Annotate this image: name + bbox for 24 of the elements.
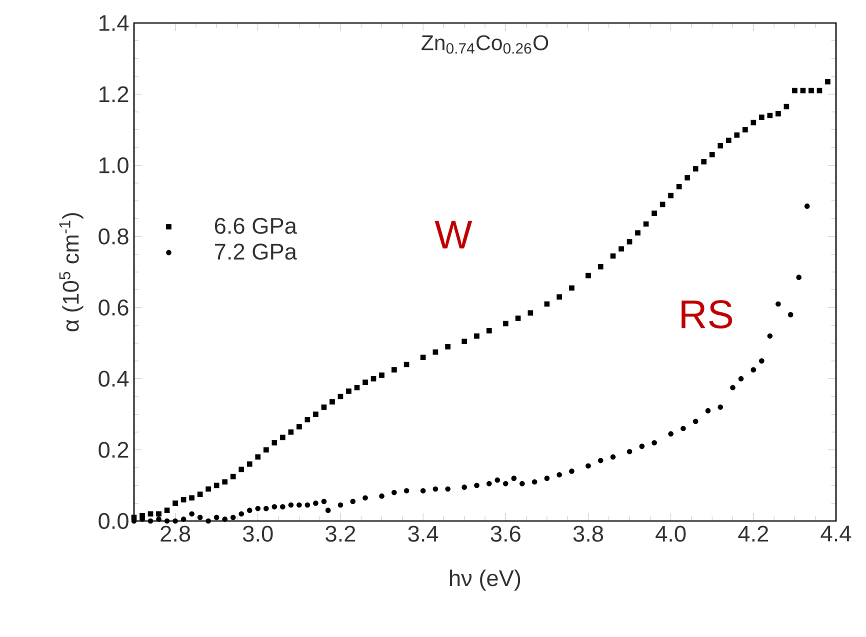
y-tick-label: 0.8 [98,228,128,244]
x-tick-label: 4.4 [820,526,852,542]
x-tick-label: 2.8 [160,526,190,542]
annotation: W [434,220,472,248]
x-tick-label: 4.2 [738,526,768,542]
y-tick-label: 0.6 [98,300,128,316]
x-tick-label: 3.2 [326,526,356,542]
y-tick-label: 1.4 [100,15,129,31]
text: Zn$_{0.74}$Co$_{0.26}$O [422,35,548,54]
x-tick-label: 3.8 [573,526,604,542]
x-tick-label: 3.6 [490,526,520,542]
y-tick-label: 0.2 [98,442,128,458]
y-tick-label: 1.0 [100,157,128,174]
y-axis-title: α (10$^{5}$ cm$^{-1}$) [59,213,84,332]
annotation: RS [682,300,732,328]
x-tick-label: 3.4 [408,526,438,542]
x-tick-label: 3.0 [242,526,273,542]
x-axis-title: hν (eV) [450,570,520,591]
legend-label: 6.6 GPa [214,218,297,234]
y-tick-label: 0.4 [98,370,129,387]
x-tick-label: 4.0 [656,526,686,542]
y-tick-label: 1.2 [100,86,128,102]
y-tick-label: 0.0 [98,512,128,530]
legend-label: 7.2 GPa [214,244,297,260]
